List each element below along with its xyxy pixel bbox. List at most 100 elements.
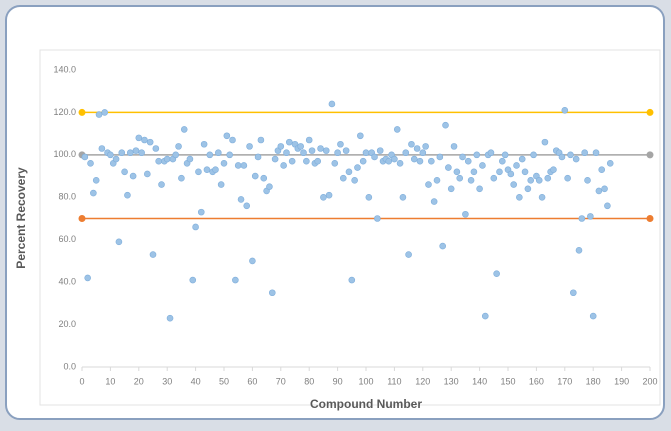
data-point (439, 242, 446, 250)
reference-marker (646, 108, 654, 116)
data-point (524, 185, 532, 193)
data-point (402, 149, 410, 157)
data-point (567, 151, 574, 159)
data-point (345, 168, 353, 176)
data-point (254, 153, 262, 161)
data-point (572, 155, 580, 163)
x-tick-label: 40 (191, 376, 201, 386)
data-point (135, 134, 143, 142)
data-point (197, 208, 205, 216)
data-point (178, 174, 185, 182)
data-point (314, 157, 322, 165)
data-point (186, 155, 194, 163)
data-point (550, 166, 557, 174)
data-point (286, 138, 293, 146)
data-point (425, 181, 432, 188)
data-point (124, 191, 131, 199)
y-tick-label: 40.0 (58, 277, 76, 287)
data-point (215, 149, 222, 157)
data-point (601, 185, 608, 193)
data-point (257, 136, 265, 144)
data-point (92, 177, 100, 184)
data-point (507, 170, 515, 178)
data-point (87, 160, 94, 167)
data-point (442, 121, 449, 129)
x-tick-label: 20 (134, 376, 144, 386)
data-point (229, 136, 236, 144)
data-point (393, 126, 401, 133)
data-point (348, 276, 356, 284)
reference-marker (78, 108, 86, 116)
x-tick-label: 90 (333, 376, 343, 386)
data-point (410, 155, 418, 163)
data-point (359, 157, 367, 165)
data-point (240, 162, 248, 169)
data-point (496, 168, 503, 176)
data-point (317, 145, 324, 152)
data-point (467, 177, 475, 184)
data-point (510, 181, 517, 188)
data-point (476, 185, 483, 193)
y-axis-title: Percent Recovery (14, 167, 28, 269)
data-point (481, 312, 489, 320)
data-point (220, 160, 228, 167)
data-point (422, 143, 429, 150)
data-point (595, 187, 603, 195)
data-point (544, 174, 552, 182)
data-point (445, 164, 452, 171)
data-point (459, 153, 466, 161)
data-point (212, 166, 219, 174)
data-point (200, 140, 208, 148)
x-tick-label: 0 (79, 376, 84, 386)
data-point (90, 189, 97, 197)
data-point (558, 153, 566, 161)
data-point (322, 147, 330, 154)
data-point (249, 257, 256, 265)
data-point (564, 174, 571, 182)
data-point (535, 177, 543, 184)
data-point (303, 157, 310, 165)
data-point (112, 155, 120, 163)
reference-marker (646, 151, 654, 159)
x-tick-label: 70 (276, 376, 286, 386)
x-tick-label: 150 (500, 376, 515, 386)
data-point (223, 132, 231, 140)
data-point (428, 157, 435, 165)
data-point (331, 160, 339, 167)
data-point (518, 155, 526, 163)
data-point (243, 202, 251, 210)
data-point (95, 111, 103, 118)
data-point (436, 153, 444, 161)
y-tick-label: 20.0 (58, 319, 76, 329)
data-point (226, 151, 233, 159)
data-point (297, 143, 304, 150)
data-point (462, 210, 469, 218)
x-tick-label: 30 (162, 376, 172, 386)
data-point (300, 149, 307, 157)
data-point (328, 100, 336, 108)
data-point (578, 215, 586, 222)
data-point (121, 168, 128, 176)
data-point (101, 109, 109, 116)
data-point (271, 155, 279, 163)
data-point (413, 145, 421, 152)
data-point (490, 174, 498, 182)
x-tick-label: 160 (529, 376, 544, 386)
data-point (430, 198, 438, 205)
data-point (217, 181, 225, 188)
data-point (266, 183, 273, 190)
x-tick-label: 80 (304, 376, 314, 386)
data-point (251, 172, 259, 180)
x-tick-label: 190 (614, 376, 629, 386)
data-point (146, 138, 154, 146)
data-point (479, 162, 486, 169)
data-point (203, 166, 211, 174)
data-point (376, 147, 384, 154)
data-point (541, 138, 549, 146)
data-point (337, 140, 344, 148)
data-point (283, 149, 290, 157)
data-point (166, 314, 174, 322)
data-point (132, 147, 140, 154)
data-point (447, 185, 455, 193)
data-point (606, 160, 614, 167)
